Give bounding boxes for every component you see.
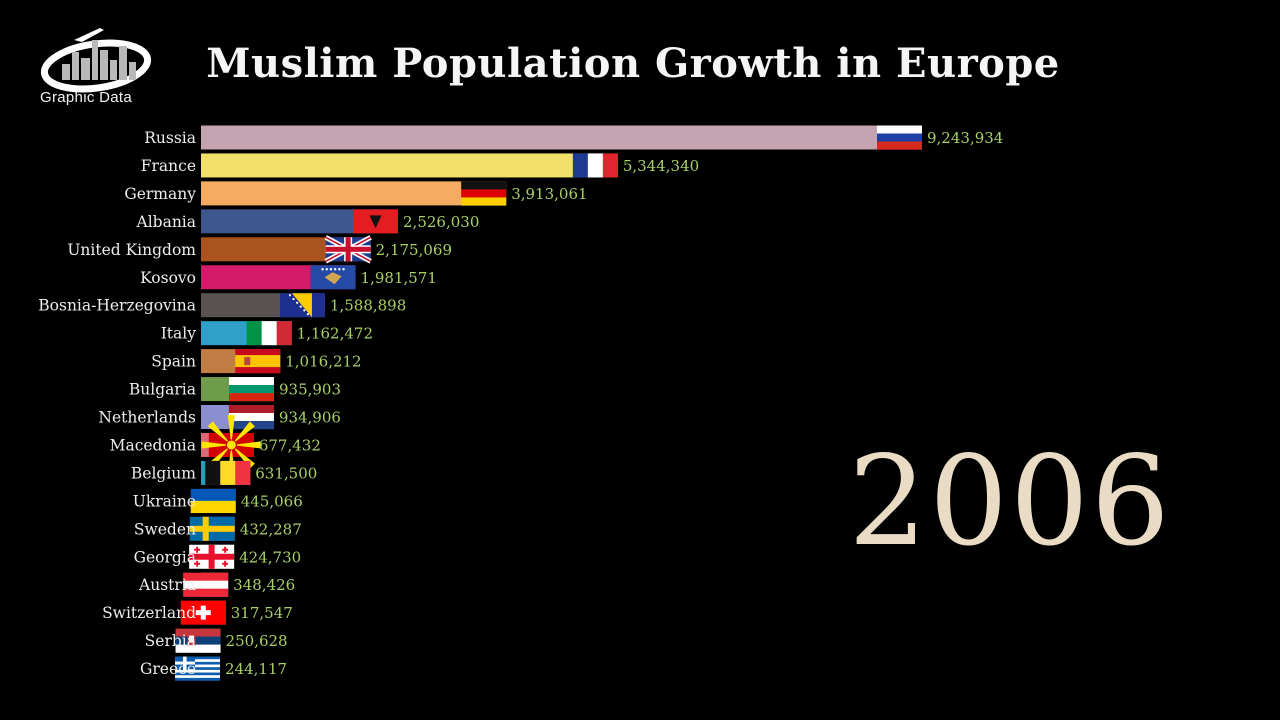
value-label-france: 5,344,340 xyxy=(623,157,699,175)
category-label-georgia: Georgia xyxy=(134,548,196,566)
value-label-georgia: 424,730 xyxy=(239,548,301,566)
value-label-spain: 1,016,212 xyxy=(285,353,361,371)
category-label-germany: Germany xyxy=(124,185,196,203)
macedonia-flag-icon xyxy=(201,415,262,475)
kosovo-flag-icon xyxy=(310,265,356,290)
value-label-united-kingdom: 2,175,069 xyxy=(376,241,452,259)
value-label-russia: 9,243,934 xyxy=(927,129,1003,147)
value-label-belgium: 631,500 xyxy=(255,464,317,482)
value-label-serbia: 250,628 xyxy=(226,632,288,650)
category-label-albania: Albania xyxy=(136,213,197,231)
greece-flag-icon xyxy=(175,656,221,681)
category-label-ukraine: Ukraine xyxy=(133,492,196,510)
russia-flag-icon xyxy=(877,125,922,150)
logo-text: Graphic Data xyxy=(40,89,132,106)
category-label-bosnia-herzegovina: Bosnia-Herzegovina xyxy=(38,297,196,315)
category-label-italy: Italy xyxy=(161,325,197,343)
chart-title: Muslim Population Growth in Europe xyxy=(206,40,1060,87)
value-label-bulgaria: 935,903 xyxy=(279,381,341,399)
category-label-serbia: Serbia xyxy=(145,632,196,650)
category-label-belgium: Belgium xyxy=(131,464,196,482)
value-label-bosnia-herzegovina: 1,588,898 xyxy=(330,297,406,315)
value-label-italy: 1,162,472 xyxy=(297,325,373,343)
category-label-macedonia: Macedonia xyxy=(110,436,196,454)
value-label-albania: 2,526,030 xyxy=(403,213,479,231)
switzerland-flag-icon xyxy=(180,600,226,625)
category-label-switzerland: Switzerland xyxy=(102,604,196,622)
value-label-switzerland: 317,547 xyxy=(231,604,293,622)
value-label-greece: 244,117 xyxy=(225,660,287,678)
category-label-austria: Austria xyxy=(138,576,196,594)
category-label-russia: Russia xyxy=(144,129,196,147)
france-flag-icon xyxy=(572,153,619,178)
value-label-germany: 3,913,061 xyxy=(511,185,587,203)
italy-flag-icon xyxy=(246,321,292,346)
value-label-netherlands: 934,906 xyxy=(279,409,341,427)
bosnia-herzegovina-flag-icon xyxy=(279,293,325,318)
category-label-greece: Greece xyxy=(140,660,196,678)
category-label-spain: Spain xyxy=(151,353,196,371)
value-label-kosovo: 1,981,571 xyxy=(361,269,437,287)
year-label: 2006 xyxy=(848,430,1172,574)
value-label-ukraine: 445,066 xyxy=(241,492,303,510)
graphic-data-logo xyxy=(40,28,152,93)
category-label-united-kingdom: United Kingdom xyxy=(67,241,196,259)
georgia-flag-icon xyxy=(189,544,235,569)
ukraine-flag-icon xyxy=(190,488,236,514)
germany-flag-icon xyxy=(461,181,507,206)
belgium-flag-icon xyxy=(205,460,251,485)
category-label-kosovo: Kosovo xyxy=(140,269,196,287)
category-label-france: France xyxy=(141,157,196,175)
albania-flag-icon xyxy=(353,209,399,234)
serbia-flag-icon xyxy=(175,628,221,653)
value-label-macedonia: 677,432 xyxy=(259,436,321,454)
austria-flag-icon xyxy=(183,572,229,597)
bar-russia xyxy=(201,125,922,150)
bulgaria-flag-icon xyxy=(228,377,274,402)
united-kingdom-flag-icon xyxy=(324,235,372,264)
sweden-flag-icon xyxy=(189,516,235,541)
value-label-austria: 348,426 xyxy=(233,576,295,594)
value-label-sweden: 432,287 xyxy=(240,520,302,538)
category-label-sweden: Sweden xyxy=(134,520,196,538)
bar-france xyxy=(201,153,618,178)
spain-flag-icon xyxy=(235,349,281,374)
category-label-netherlands: Netherlands xyxy=(98,409,196,427)
bar-germany xyxy=(201,181,507,206)
category-label-bulgaria: Bulgaria xyxy=(129,381,196,399)
